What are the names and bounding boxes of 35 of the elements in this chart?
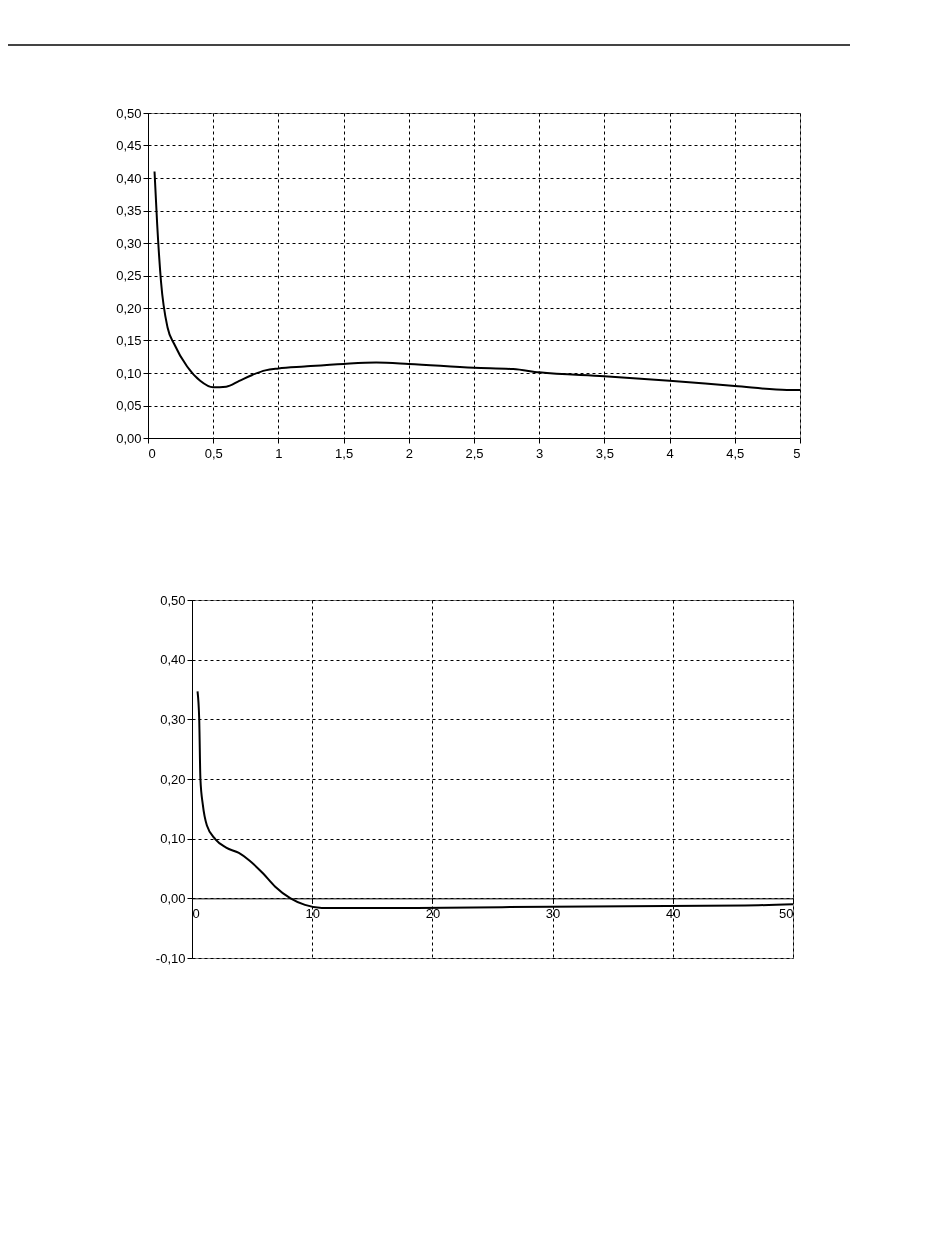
x-tick-label: 0,5 bbox=[204, 445, 223, 461]
y-tick-label: 0,20 bbox=[116, 300, 142, 316]
x-tick-label: 4 bbox=[666, 445, 674, 461]
y-tick-label: 0,25 bbox=[116, 268, 142, 283]
x-tick-label: 3,5 bbox=[595, 445, 614, 461]
x-tick-label: 50 bbox=[779, 905, 794, 921]
y-tick-label: 0,10 bbox=[116, 365, 142, 381]
y-tick-label: 0,35 bbox=[116, 203, 142, 218]
x-tick-label: 2 bbox=[405, 445, 413, 461]
x-tick-label: 20 bbox=[425, 905, 441, 921]
y-tick-label: 0,20 bbox=[160, 771, 186, 787]
y-tick-label: 0,00 bbox=[160, 890, 186, 906]
y-tick-label: 0,30 bbox=[160, 711, 186, 727]
x-tick-label: 1 bbox=[275, 445, 283, 461]
x-tick-label: 10 bbox=[305, 905, 320, 921]
y-tick-label: 0,30 bbox=[116, 235, 142, 251]
y-tick-label: 0,50 bbox=[116, 105, 142, 121]
x-tick-label: 30 bbox=[545, 905, 561, 921]
y-tick-label: 0,40 bbox=[116, 170, 142, 186]
y-tick-label: 0,40 bbox=[160, 652, 186, 668]
y-tick-label: -0,10 bbox=[155, 950, 186, 966]
y-tick-label: 0,00 bbox=[116, 430, 142, 446]
x-tick-label: 5 bbox=[793, 445, 801, 461]
x-tick-label: 2,5 bbox=[465, 445, 484, 461]
x-tick-label: 4,5 bbox=[726, 445, 745, 461]
x-tick-label: 0 bbox=[192, 905, 200, 921]
x-tick-label: 1,5 bbox=[335, 445, 354, 461]
y-tick-label: 0,50 bbox=[160, 592, 186, 608]
y-tick-label: 0,10 bbox=[160, 831, 186, 847]
x-tick-label: 40 bbox=[666, 905, 681, 921]
x-tick-label: 3 bbox=[536, 445, 544, 461]
y-tick-label: 0,45 bbox=[116, 138, 142, 153]
y-tick-label: 0,05 bbox=[116, 398, 142, 413]
y-tick-label: 0,15 bbox=[116, 333, 142, 348]
x-tick-label: 0 bbox=[148, 445, 156, 461]
